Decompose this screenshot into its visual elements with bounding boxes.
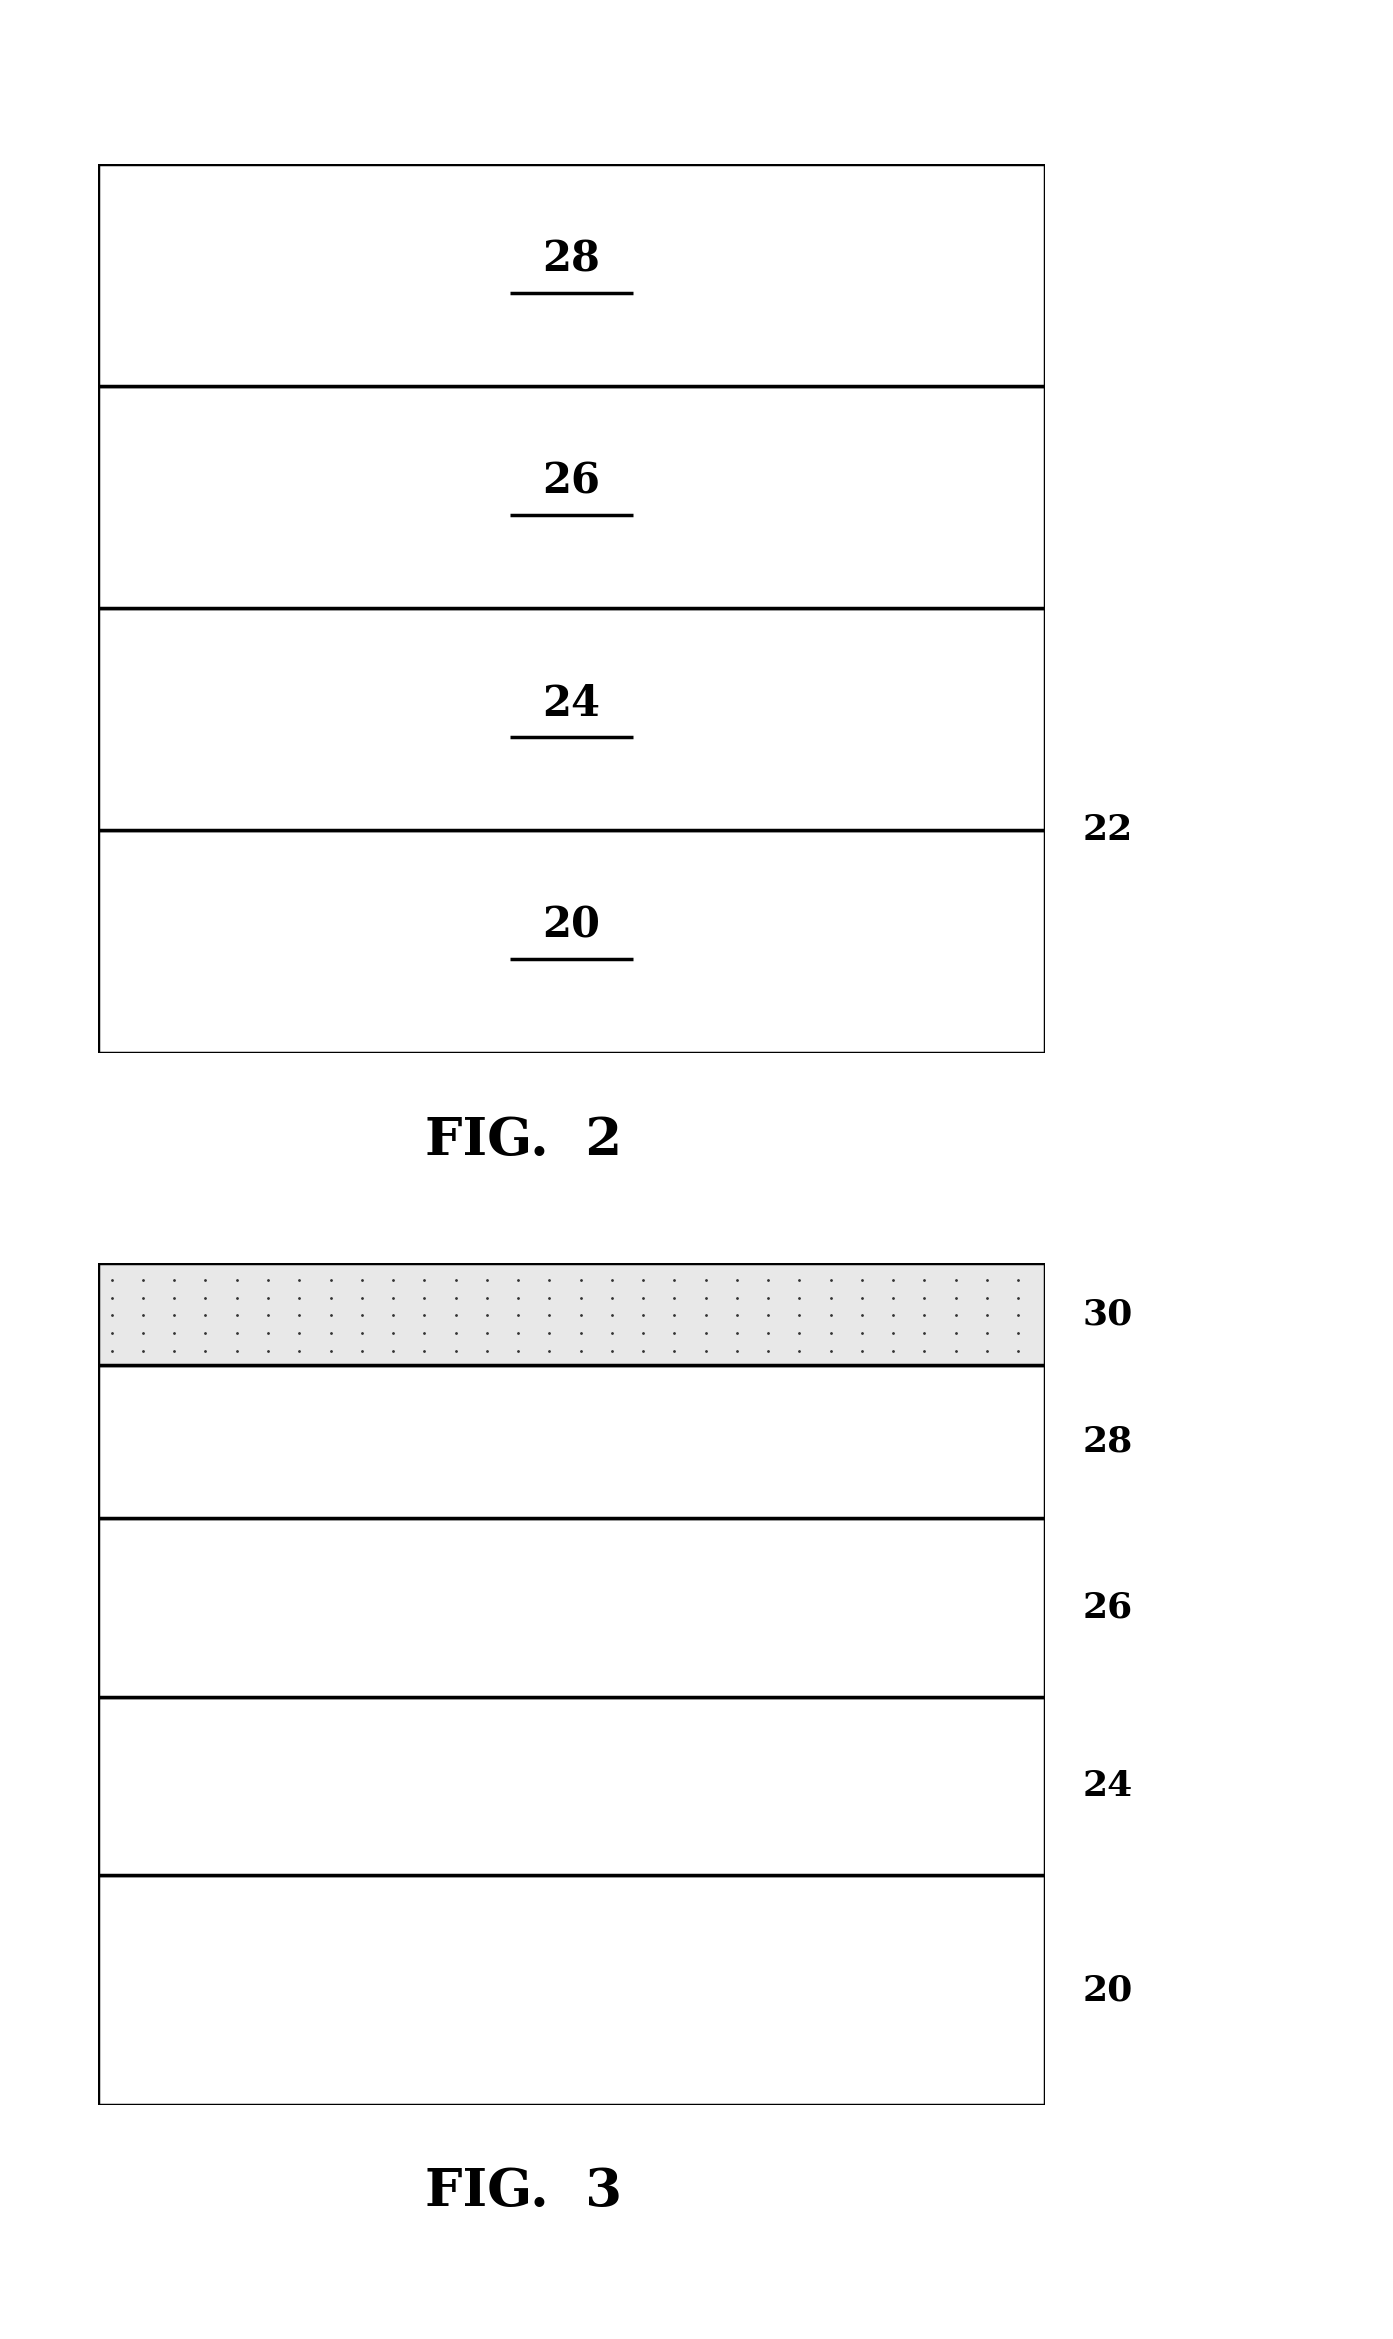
Text: 26: 26: [1082, 1591, 1133, 1626]
Bar: [98, 1876, 1045, 2105]
Bar: [98, 164, 1045, 386]
Text: FIG.  2: FIG. 2: [425, 1116, 623, 1165]
Bar: [98, 1518, 1045, 1696]
Text: 24: 24: [542, 683, 600, 725]
Bar: [98, 830, 1045, 1053]
Text: 28: 28: [1082, 1424, 1133, 1460]
Text: 26: 26: [542, 461, 600, 503]
Text: 20: 20: [542, 905, 600, 947]
Text: 24: 24: [1082, 1768, 1133, 1803]
Bar: [98, 1263, 1045, 1366]
Bar: [98, 386, 1045, 608]
Text: 20: 20: [1082, 1974, 1133, 2007]
Bar: [98, 1366, 1045, 1518]
Text: 22: 22: [1082, 814, 1133, 847]
Bar: [98, 1696, 1045, 1876]
Text: FIG.  3: FIG. 3: [425, 2166, 623, 2217]
Text: 30: 30: [1082, 1298, 1133, 1331]
Bar: [98, 608, 1045, 830]
Text: 28: 28: [542, 239, 600, 281]
